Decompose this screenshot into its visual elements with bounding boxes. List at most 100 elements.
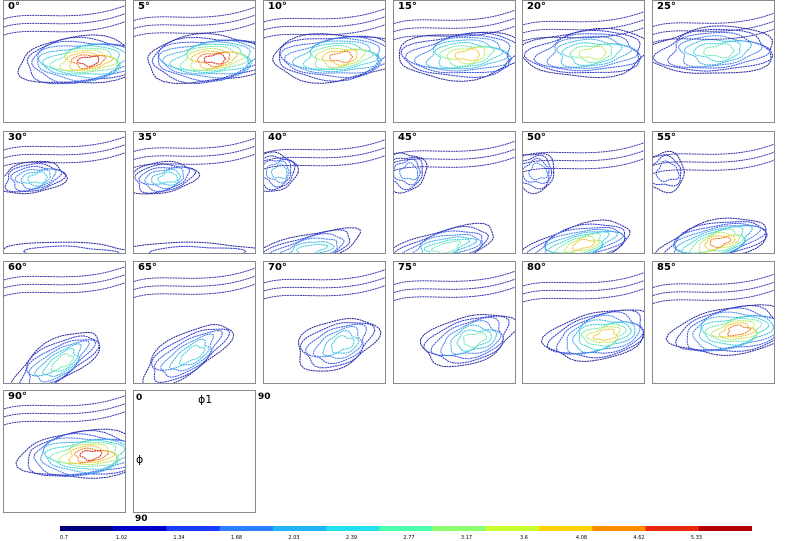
contour-line [581,323,627,347]
contour-line [38,43,125,79]
contour-line [446,46,486,65]
contour-line [462,332,488,348]
section-panel: 20° [522,0,645,123]
legend-tick-label: 4.08 [575,535,588,541]
contour-line [329,50,354,63]
contour-line [672,224,762,253]
contour-line [305,323,367,364]
contour-line [454,48,481,62]
contour-line [297,317,382,372]
contour-line [566,314,641,355]
contour-line [27,171,48,184]
contour-line [394,156,423,191]
contour-line [653,20,774,35]
contour-line [585,325,621,344]
contour-line [157,39,255,83]
legend-swatch [698,526,752,531]
contour-line [523,219,631,253]
section-angle-label: 5° [137,1,151,13]
contour-line [4,274,125,289]
section-angle-label: 10° [267,1,288,13]
contour-line [667,31,771,69]
contour-line [142,324,235,383]
contour-plot [394,9,515,82]
contour-line [148,245,247,253]
section-panel: 85° [652,261,775,384]
legend-swatch [166,526,221,531]
contour-line [264,155,296,191]
contour-line [134,6,255,21]
contour-line [15,428,125,479]
contour-plot [394,270,515,368]
contour-line [288,241,335,253]
contour-line [523,11,644,26]
contour-line [655,217,767,253]
contour-line [423,238,470,253]
contour-line [264,158,292,188]
contour-line [653,273,774,288]
contour-line [27,430,125,477]
contour-plot [4,266,125,383]
contour-line [563,235,600,253]
contour-line [76,55,100,68]
contour-line [523,154,553,190]
contour-line [144,167,185,189]
contour-line [4,411,125,426]
contour-line [653,154,682,187]
contour-line [394,278,515,293]
section-angle-label: 70° [267,262,288,274]
axis-key-panel: 0 ϕ1 ϕ [133,390,256,513]
contour-line [523,27,644,79]
legend-tick-label: 1.02 [115,535,128,541]
contour-plot [653,12,774,74]
section-angle-label: 20° [526,1,547,13]
contour-plot [264,269,385,372]
key-origin-label: 0 [136,393,143,403]
contour-line [134,241,255,249]
legend-tick-label: 2.77 [403,535,415,541]
contour-line [394,25,515,40]
contour-line [134,137,255,152]
contour-line [264,285,385,300]
contour-line [430,316,504,360]
section-panel: 25° [652,0,775,123]
contour-line [20,169,51,187]
contour-line [151,168,182,186]
contour-line [41,347,79,375]
key-right-label: 90 [258,392,271,402]
contour-line [413,36,513,72]
contour-plot [264,139,385,253]
contour-line [147,32,255,84]
contour-line [653,159,774,174]
contour-line [394,158,421,186]
contour-line [394,152,428,194]
section-angle-label: 80° [526,262,547,274]
contour-line [264,16,385,31]
section-panel: 65° [133,261,256,384]
section-angle-label: 25° [656,1,677,13]
legend-swatch [592,526,646,531]
contour-line [264,147,385,162]
contour-line [394,270,515,285]
section-angle-label: 85° [656,262,677,274]
contour-line [653,151,774,166]
contour-line [703,43,735,59]
section-panel: 60° [3,261,126,384]
legend-tick-label: 1.68 [230,535,243,541]
contour-line [423,315,510,364]
contour-line [405,34,511,74]
contour-line [592,328,617,341]
contour-line [523,157,550,184]
section-angle-label: 40° [267,132,288,144]
contour-line [399,31,515,82]
contour-line [31,40,125,84]
contour-line [665,304,774,357]
section-panel: 70° [263,261,386,384]
contour-line [434,41,504,69]
contour-line [134,22,255,37]
contour-line [196,51,231,68]
contour-line [554,232,603,253]
phi-axis-label: ϕ [136,453,144,466]
contour-line [50,353,75,372]
contour-line [264,269,385,284]
